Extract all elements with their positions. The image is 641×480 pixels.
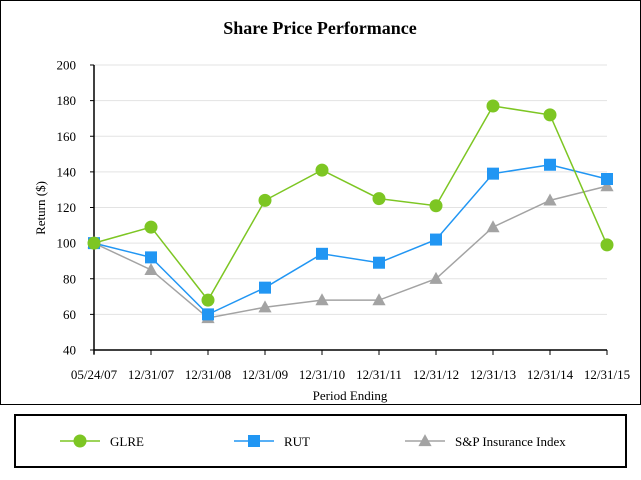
- data-point-rut: [259, 281, 271, 294]
- x-tick-label: 05/24/07: [71, 367, 118, 382]
- data-point-s-p-insurance-index: [543, 193, 557, 206]
- data-point-rut: [316, 247, 328, 260]
- data-point-glre: [144, 220, 158, 234]
- y-tick-label: 200: [57, 58, 77, 73]
- legend-marker: [73, 434, 87, 448]
- data-point-rut: [145, 251, 157, 264]
- legend-item-rut: RUT: [234, 434, 310, 449]
- series-rut: [88, 158, 613, 321]
- chart-title: Share Price Performance: [223, 18, 417, 38]
- legend-frame: [14, 414, 627, 468]
- data-point-s-p-insurance-index: [372, 293, 386, 306]
- y-tick-label: 160: [57, 129, 77, 144]
- series-group: [87, 99, 614, 324]
- data-point-s-p-insurance-index: [315, 293, 329, 306]
- legend-label: GLRE: [110, 434, 144, 449]
- axes: [90, 64, 608, 355]
- x-tick-label: 12/31/13: [470, 367, 516, 382]
- data-point-glre: [600, 238, 614, 252]
- data-point-rut: [544, 158, 556, 171]
- y-tick-label: 80: [63, 271, 76, 286]
- series-line-glre: [93, 105, 608, 302]
- data-point-rut: [430, 233, 442, 246]
- data-point-glre: [372, 192, 386, 206]
- gridlines: [94, 64, 607, 315]
- data-point-rut: [202, 308, 214, 321]
- series-line-rut: [93, 163, 608, 316]
- data-point-s-p-insurance-index: [144, 263, 158, 275]
- data-point-s-p-insurance-index: [600, 179, 614, 192]
- y-tick-label: 40: [63, 343, 76, 358]
- data-point-glre: [258, 193, 272, 207]
- data-point-glre: [87, 236, 101, 250]
- data-point-glre: [201, 293, 215, 307]
- chart-frame: [0, 0, 641, 405]
- x-tick-label: 12/31/11: [356, 367, 402, 382]
- data-point-glre: [543, 108, 557, 122]
- x-tick-label: 12/31/14: [527, 367, 574, 382]
- data-point-s-p-insurance-index: [486, 220, 500, 233]
- x-tick-label: 12/31/08: [185, 367, 231, 382]
- x-tick-label: 12/31/07: [128, 367, 175, 382]
- series-glre: [87, 99, 614, 307]
- y-tick-label: 120: [57, 200, 77, 215]
- data-point-s-p-insurance-index: [258, 300, 272, 313]
- y-tick-label: 100: [57, 236, 77, 251]
- series-line-s-p-insurance-index: [93, 185, 608, 319]
- x-tick-label: 12/31/09: [242, 367, 288, 382]
- y-tick-label: 60: [63, 307, 76, 322]
- data-point-glre: [315, 163, 329, 177]
- y-axis-label: Return ($): [33, 181, 48, 235]
- tick-labels: 40 60 80 100 120 140 160 180 200 05/24/07 12/31/07…: [57, 58, 631, 383]
- data-point-glre: [429, 199, 443, 213]
- legend-label: S&P Insurance Index: [455, 434, 566, 449]
- legend-item-s-p-insurance-index: S&P Insurance Index: [405, 434, 566, 449]
- data-point-glre: [486, 99, 500, 113]
- x-tick-label: 12/31/15: [584, 367, 630, 382]
- y-tick-label: 140: [57, 164, 77, 179]
- y-tick-label: 180: [57, 93, 77, 108]
- data-point-rut: [487, 167, 499, 180]
- legend-label: RUT: [284, 434, 310, 449]
- legend-marker: [418, 434, 432, 447]
- legend: GLRE RUT S&P Insurance Index: [60, 434, 566, 449]
- series-s-p-insurance-index: [87, 179, 614, 324]
- legend-item-glre: GLRE: [60, 434, 144, 449]
- x-tick-label: 12/31/10: [299, 367, 345, 382]
- data-point-s-p-insurance-index: [429, 271, 443, 284]
- x-axis-label: Period Ending: [313, 388, 388, 403]
- x-tick-label: 12/31/12: [413, 367, 459, 382]
- data-point-rut: [373, 256, 385, 269]
- legend-marker: [248, 435, 260, 447]
- data-point-rut: [601, 173, 613, 185]
